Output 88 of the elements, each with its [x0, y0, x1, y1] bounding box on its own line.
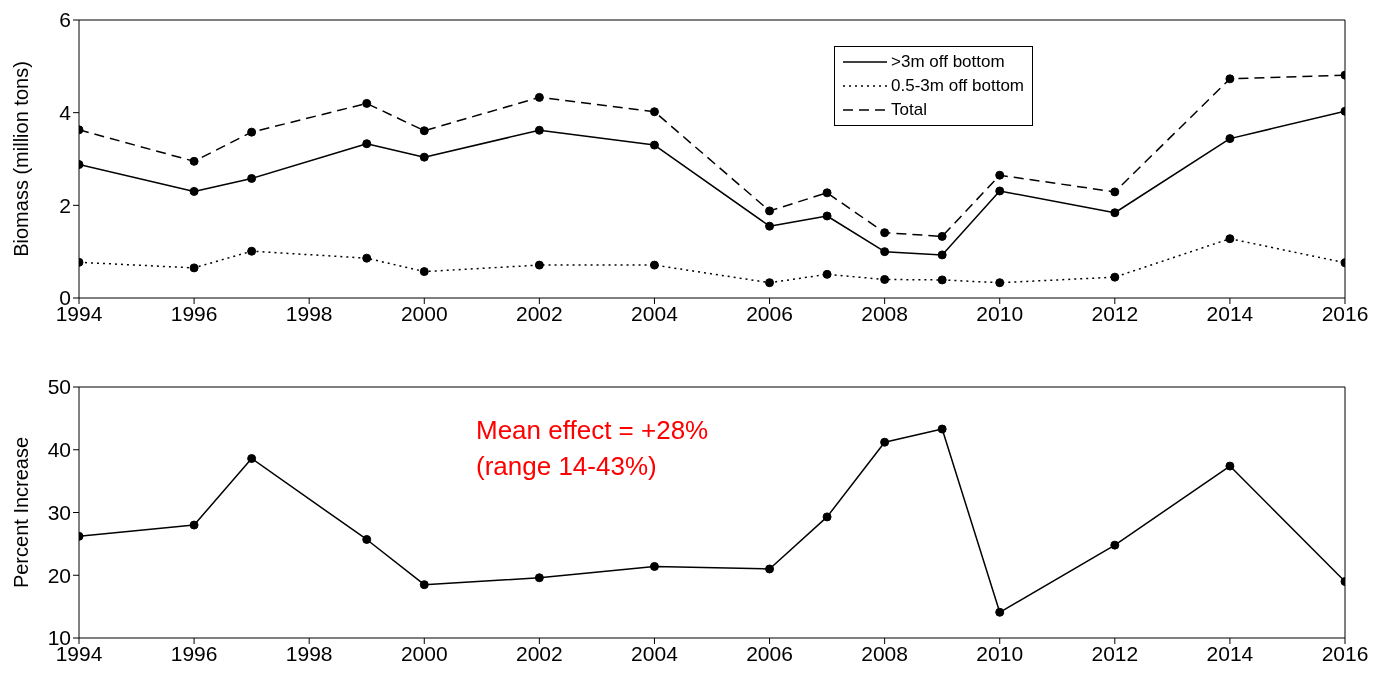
annotation: Mean effect = +28% — [476, 414, 709, 447]
point — [937, 231, 947, 241]
point — [1225, 234, 1235, 244]
x-tick-label: 1998 — [285, 641, 333, 665]
x-tick-label: 2012 — [1091, 301, 1139, 325]
point — [419, 126, 429, 136]
x-tick-label: 2010 — [976, 641, 1024, 665]
y-tick-label: 6 — [59, 8, 71, 32]
point — [649, 107, 659, 117]
point — [765, 278, 775, 288]
point — [995, 170, 1005, 180]
point — [765, 564, 775, 574]
x-tick-label: 2002 — [516, 641, 563, 665]
point — [534, 260, 544, 270]
point — [822, 211, 832, 221]
point — [419, 580, 429, 590]
point — [362, 253, 372, 263]
legend-label: 0.5-3m off bottom — [891, 76, 1024, 96]
point — [880, 247, 890, 257]
point — [995, 607, 1005, 617]
point — [1110, 540, 1120, 550]
point — [189, 156, 199, 166]
x-tick-label: 2014 — [1206, 301, 1254, 325]
y-tick-label: 30 — [47, 500, 71, 524]
point — [362, 98, 372, 108]
x-tick-label: 2002 — [516, 301, 563, 325]
y-axis-title: Biomass (million tons) — [10, 61, 33, 257]
point — [247, 127, 257, 137]
x-tick-label: 2004 — [631, 641, 679, 665]
x-tick-label: 2000 — [400, 301, 448, 325]
point — [822, 269, 832, 279]
point — [534, 125, 544, 135]
x-tick-label: 2016 — [1321, 301, 1369, 325]
point — [534, 92, 544, 102]
point — [880, 274, 890, 284]
y-tick-label: 20 — [47, 563, 71, 587]
x-tick-label: 2004 — [631, 301, 679, 325]
y-axis-title: Percent Increase — [10, 436, 33, 589]
point — [649, 561, 659, 571]
x-tick-label: 2008 — [861, 641, 908, 665]
x-tick-label: 2016 — [1321, 641, 1369, 665]
x-tick-label: 2006 — [746, 641, 793, 665]
point — [1110, 187, 1120, 197]
point — [189, 263, 199, 273]
x-tick-label: 2000 — [400, 641, 448, 665]
y-tick-label: 40 — [47, 438, 71, 462]
point — [649, 140, 659, 150]
x-tick-label: 2014 — [1206, 641, 1254, 665]
x-tick-label: 2006 — [746, 301, 793, 325]
annotation: (range 14-43%) — [476, 450, 658, 483]
point — [649, 260, 659, 270]
point — [247, 246, 257, 256]
point — [880, 228, 890, 238]
point — [419, 152, 429, 162]
y-tick-label: 4 — [59, 101, 72, 125]
point — [765, 206, 775, 216]
legend-label: Total — [891, 100, 927, 120]
point — [362, 534, 372, 544]
point — [1110, 208, 1120, 218]
point — [765, 221, 775, 231]
point — [419, 267, 429, 277]
point — [1225, 134, 1235, 144]
point — [1225, 461, 1235, 471]
x-tick-label: 1996 — [170, 301, 218, 325]
point — [1110, 272, 1120, 282]
y-tick-label: 2 — [59, 193, 71, 217]
point — [247, 173, 257, 183]
point — [937, 424, 947, 434]
point — [822, 512, 832, 522]
x-tick-label: 1998 — [285, 301, 333, 325]
point — [822, 188, 832, 198]
x-tick-label: 2012 — [1091, 641, 1139, 665]
point — [880, 437, 890, 447]
x-tick-label: 2008 — [861, 301, 908, 325]
legend-label: >3m off bottom — [891, 52, 1005, 72]
point — [189, 520, 199, 530]
point — [995, 186, 1005, 196]
y-tick-label: 50 — [47, 375, 71, 399]
x-tick-label: 2010 — [976, 301, 1024, 325]
x-tick-label: 1996 — [170, 641, 218, 665]
point — [247, 454, 257, 464]
point — [189, 186, 199, 196]
point — [937, 250, 947, 260]
point — [362, 139, 372, 149]
point — [534, 573, 544, 583]
point — [1225, 74, 1235, 84]
point — [995, 278, 1005, 288]
point — [937, 275, 947, 285]
